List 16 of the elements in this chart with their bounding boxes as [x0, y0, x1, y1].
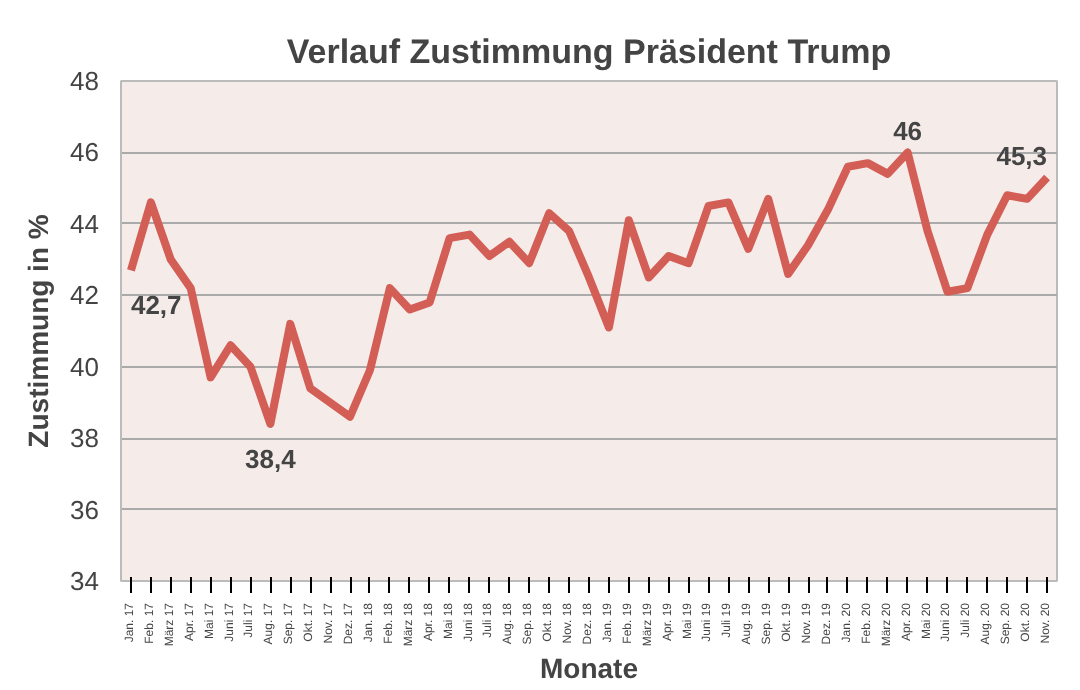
y-tick-label: 38 [70, 423, 100, 454]
y-tick-label: 44 [70, 208, 100, 239]
line-series [126, 148, 1052, 428]
data-label: 38,4 [245, 443, 298, 474]
y-tick-label: 42 [70, 280, 100, 311]
y-tick-label: 46 [70, 137, 100, 168]
data-label: 42,7 [130, 290, 182, 321]
data-label: 45,3 [996, 141, 1048, 172]
y-tick-label: 40 [70, 351, 100, 382]
y-tick-label: 36 [70, 494, 100, 525]
y-tick-label: 48 [70, 66, 100, 96]
data-label: 46 [893, 116, 923, 147]
x-axis-title: Monate [540, 652, 639, 685]
y-tick-label: 34 [70, 566, 100, 596]
chart-title: Verlauf Zustimmung Präsident Trump [286, 33, 892, 71]
y-axis-title: Zustimmung in % [22, 213, 55, 448]
